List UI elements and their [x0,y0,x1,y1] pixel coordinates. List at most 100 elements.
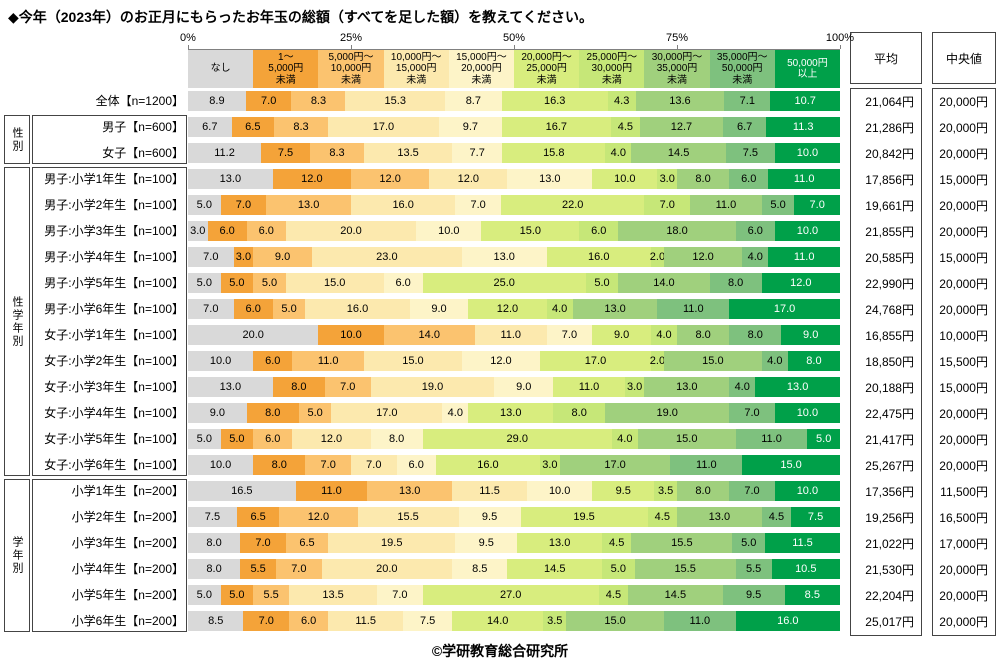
bar-segment-value: 10.0 [796,147,819,159]
bar-segment: 6.0 [383,273,423,293]
median-value: 20,000円 [939,615,988,629]
bar-segment: 5.0 [732,533,766,553]
bar-segment-value: 8.0 [206,563,222,575]
bar-row: 7.0 6.0 5.0 16.0 9.0 12.0 4.0 13.0 11.0 17.0 [188,296,840,322]
bar-segment-value: 6.0 [395,277,411,289]
median-values: 20,000円 20,000円 20,000円 15,000円 20,000円 20,00… [932,88,996,636]
category-header-line: 20,000円～ [521,51,572,63]
bar-segment: 11.0 [295,481,368,501]
bar-segment-value: 8.7 [465,95,481,107]
bar-segment-value: 10.0 [796,407,819,419]
bar-segment-value: 14.0 [487,615,509,627]
median-value: 20,000円 [939,277,988,291]
bar-segment: 5.0 [807,429,840,449]
bar-segment: 10.7 [770,91,841,111]
bar-segment: 4.5 [761,507,792,527]
bar-segment-value: 9.7 [462,121,479,133]
bar-segment-value: 7.0 [291,563,307,575]
bar-segment-value: 5.0 [229,589,245,601]
bar-segment: 12.7 [640,117,723,137]
bar-row: 8.0 5.5 7.0 20.0 8.5 14.5 5.0 15.5 5.5 10.5 [188,556,840,582]
bar-row: 10.0 8.0 7.0 7.0 6.0 16.0 3.0 17.0 11.0 15.0 [188,452,840,478]
median-value: 20,000円 [939,147,988,161]
bar-segment: 4.5 [610,117,641,137]
bar-segment: 14.5 [628,585,723,605]
bar-segment: 12.0 [272,169,351,189]
bar-segment: 8.0 [188,533,241,553]
bar-segment: 5.0 [602,559,635,579]
bar-segment-value: 13.0 [297,199,320,211]
bar-segment: 14.5 [507,559,603,579]
average-value: 18,850円 [865,355,914,369]
bar-segment-value: 4.0 [551,303,568,315]
bar-segment-value: 15.0 [780,459,802,471]
bar-segment-value: 17.0 [372,121,395,133]
bar-segment: 6.0 [246,221,286,241]
category-header-cell: なし [188,50,254,88]
bar-segment: 7.0 [188,299,234,319]
bar-segment: 5.0 [220,429,254,449]
bar-segment-value: 4.0 [767,355,783,367]
bar-row: 7.0 3.0 9.0 23.0 13.0 16.0 2.0 12.0 4.0 11.0 [188,244,840,270]
bar-segment: 7.0 [276,559,322,579]
bar-segment-value: 6.5 [299,537,315,549]
bar-segment: 15.0 [637,429,736,449]
bar-segment-value: 13.0 [219,173,242,185]
bar-segment: 7.0 [729,481,775,501]
bar-segment-value: 3.5 [547,615,563,627]
bar-segment: 19.5 [328,533,456,553]
bar-segment-value: 7.0 [340,381,356,393]
bar-segment: 11.0 [768,247,840,267]
bar-segment-value: 7.0 [235,199,252,211]
bar-segment-value: 10.0 [438,225,460,237]
bar-segment: 12.0 [429,169,508,189]
bar-segment: 13.0 [517,533,603,553]
bar-segment-value: 5.0 [196,433,212,445]
bar-segment-value: 11.0 [696,459,717,471]
bar-segment-value: 3.0 [626,381,643,393]
bar-segment-value: 7.0 [809,199,825,211]
bar-segment: 7.5 [725,143,775,163]
average-value: 21,530円 [865,563,914,577]
bar-segment-value: 11.2 [214,147,235,159]
bar-segment-value: 4.5 [654,511,670,523]
bar-segment-value: 16.0 [777,615,799,627]
bar-segment-value: 7.0 [561,329,578,341]
bar-segment-value: 4.0 [747,251,763,263]
bar-segment-value: 10.7 [794,95,816,107]
bar-segment-value: 2.0 [649,251,666,263]
bar-segment: 5.0 [188,195,221,215]
bar-segment: 29.0 [422,429,612,449]
row-labels: 全体【n=1200】 男子【n=600】 女子【n=600】 男子:小学1年生【n=1… [2,88,188,634]
category-header-line: 10,000円～ [390,51,442,63]
bar-segment: 7.0 [188,247,234,267]
group-label: 性学年別 [11,295,23,348]
bar-segment: 10.0 [188,351,254,371]
bar-segment: 8.5 [784,585,840,605]
bar-segment-value: 10.0 [340,329,362,341]
bar-segment: 8.0 [253,455,306,475]
bar-segment-value: 6.0 [265,433,281,445]
bar-segment-value: 5.5 [250,563,266,575]
axis-tick-mark [677,45,678,49]
category-header-line: 未満 [406,74,427,86]
bar-segment: 10.0 [318,325,384,345]
bar-segment: 11.0 [670,455,743,475]
bar-segment: 5.0 [585,273,619,293]
bar-segment: 8.0 [787,351,840,371]
bar-segment-value: 4.5 [768,511,785,523]
bar-segment: 5.0 [220,273,254,293]
bar-segment: 3.0 [188,221,208,241]
bar-row: 16.5 11.0 13.0 11.5 10.0 9.5 3.5 8.0 7.0 10.0 [188,478,840,504]
group-label-box: 学年別 [4,479,30,632]
bar-segment: 19.0 [605,403,730,423]
median-value: 20,000円 [939,407,988,421]
bar-segment: 25.0 [422,273,586,293]
bar-segment: 15.0 [285,273,384,293]
bar-segment-value: 8.0 [265,407,281,419]
bar-segment-value: 18.0 [666,225,688,237]
row-label: 女子:小学3年生【n=100】 [44,380,184,394]
bar-segment: 10.0 [774,221,841,241]
bar-segment: 20.0 [285,221,417,241]
bar-segment: 15.3 [345,91,446,111]
